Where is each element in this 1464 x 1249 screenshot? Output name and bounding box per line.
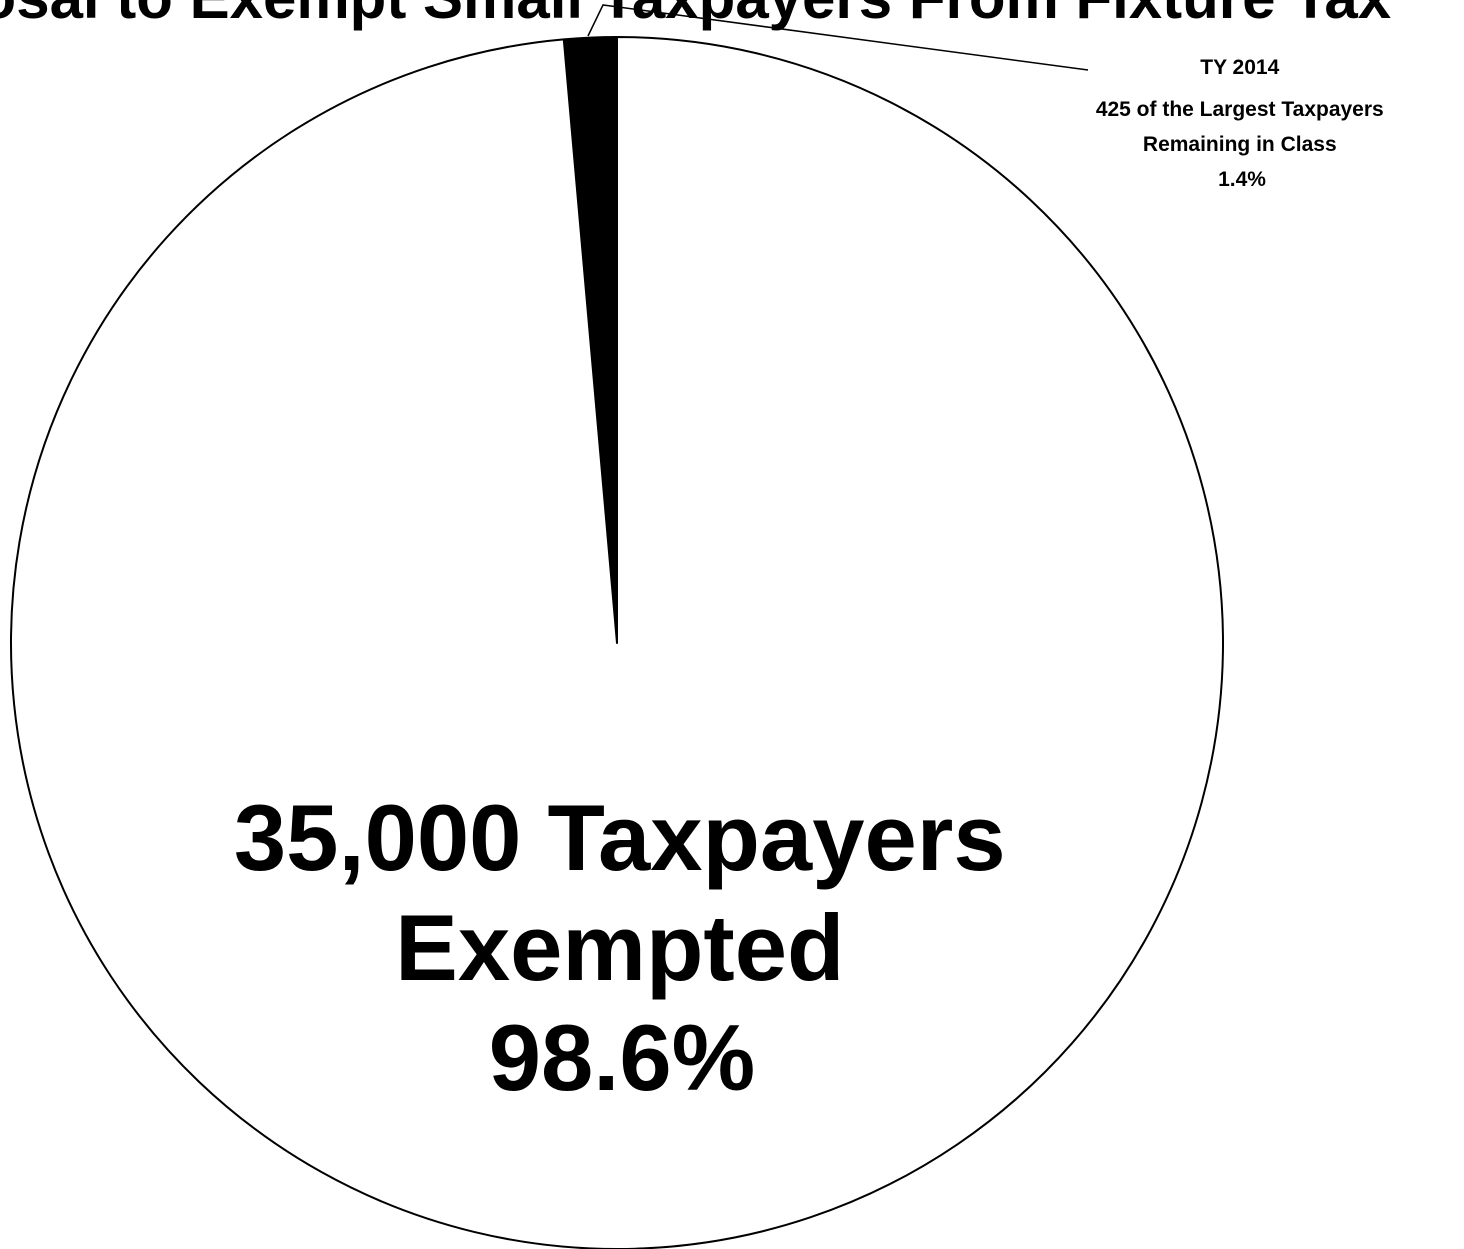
small-slice-label-line-3: Remaining in Class <box>1143 133 1337 156</box>
large-slice-label-line-1: 35,000 Taxpayers <box>234 785 1006 890</box>
chart-title: Proposal to Exempt Small Taxpayers From … <box>0 0 1391 31</box>
pie-slice-2 <box>10 36 1224 1249</box>
small-slice-label-line-4: 1.4% <box>1218 168 1266 191</box>
small-slice-label-line-1: TY 2014 <box>1200 56 1279 79</box>
large-slice-label-line-2: Exempted <box>395 895 844 1000</box>
small-slice-label: TY 2014 425 of the Largest Taxpayers Rem… <box>1096 56 1388 191</box>
callout-leader-line <box>587 4 1089 71</box>
pie-slices <box>10 36 1224 1249</box>
small-slice-label-line-2: 425 of the Largest Taxpayers <box>1096 98 1384 121</box>
large-slice-label: 35,000 Taxpayers Exempted 98.6% <box>234 785 1010 1110</box>
large-slice-label-line-3: 98.6% <box>489 1005 756 1110</box>
